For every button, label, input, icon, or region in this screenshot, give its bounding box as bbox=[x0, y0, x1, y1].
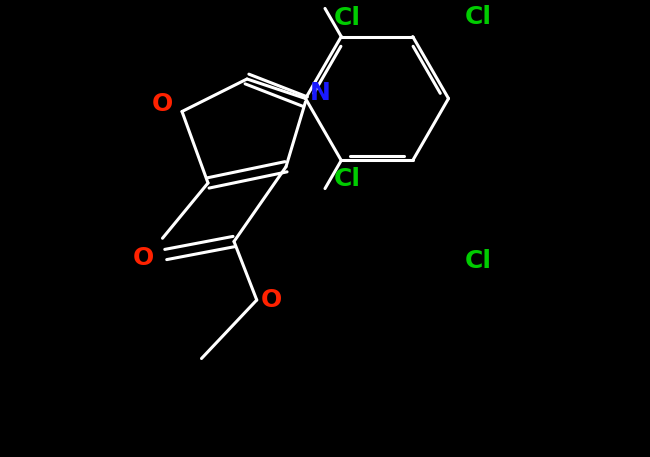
Text: O: O bbox=[261, 288, 282, 312]
Text: O: O bbox=[152, 92, 173, 116]
Text: O: O bbox=[133, 246, 153, 270]
Text: Cl: Cl bbox=[334, 6, 361, 30]
Text: Cl: Cl bbox=[464, 249, 491, 273]
Text: Cl: Cl bbox=[334, 167, 361, 191]
Text: Cl: Cl bbox=[464, 5, 491, 29]
Text: N: N bbox=[309, 81, 330, 105]
